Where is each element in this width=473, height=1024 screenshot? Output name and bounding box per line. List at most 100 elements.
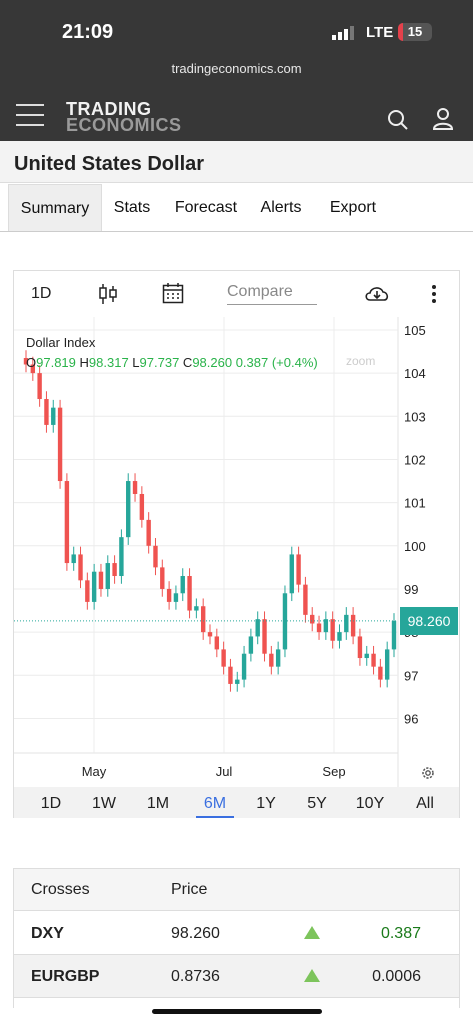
ohlc-close: 98.260 <box>192 355 233 370</box>
battery-icon: 15 <box>398 23 432 41</box>
candle <box>146 519 151 546</box>
cross-change: 0.0006 <box>372 968 421 985</box>
calendar-icon[interactable] <box>162 282 184 304</box>
ohlc-low-label: L <box>132 355 140 370</box>
candle <box>350 614 356 637</box>
candle <box>194 606 199 611</box>
candle <box>126 481 131 538</box>
candle <box>200 606 206 633</box>
chart-legend-name: Dollar Index <box>26 335 96 350</box>
candle <box>98 571 104 589</box>
ohlc-open-label: O <box>26 355 37 370</box>
tab-alerts[interactable]: Alerts <box>260 199 302 216</box>
y-tick-label: 104 <box>404 366 426 381</box>
battery-level: 15 <box>407 24 423 39</box>
table-row[interactable]: DXY 98.260 0.387 <box>14 912 459 955</box>
chart-card: 1D 10510410310210110099989796MayJulSep D… <box>13 270 460 818</box>
address-bar-url[interactable]: tradingeconomics.com <box>171 61 302 76</box>
cloud-download-icon[interactable] <box>364 283 390 305</box>
gear-icon[interactable] <box>420 765 436 781</box>
home-indicator <box>152 1009 322 1014</box>
active-range-underline <box>196 816 234 818</box>
y-tick-label: 102 <box>404 452 426 467</box>
candle <box>337 632 342 641</box>
ohlc-high: 98.317 <box>88 355 129 370</box>
tab-summary[interactable]: Summary <box>8 184 102 231</box>
compare-input[interactable] <box>227 283 317 305</box>
signal-icon <box>332 26 354 40</box>
candle <box>344 614 349 633</box>
price-chart[interactable]: 10510410310210110099989796MayJulSep <box>14 317 459 787</box>
candle <box>391 620 397 650</box>
candle <box>262 619 267 654</box>
y-tick-label: 99 <box>404 582 418 597</box>
candle <box>310 614 315 624</box>
candle <box>214 636 220 650</box>
range-all[interactable]: All <box>416 795 434 812</box>
header-price: Price <box>171 881 208 898</box>
candle <box>180 576 185 594</box>
candle <box>221 649 226 667</box>
tab-export[interactable]: Export <box>329 199 377 216</box>
ohlc-change: 0.387 (+0.4%) <box>235 355 318 370</box>
candle <box>384 649 390 680</box>
interval-button[interactable]: 1D <box>31 285 52 302</box>
candle <box>289 554 294 594</box>
chart-toolbar: 1D <box>14 271 459 317</box>
range-10y[interactable]: 10Y <box>355 795 385 812</box>
cross-symbol[interactable]: DXY <box>31 925 64 942</box>
tab-stats[interactable]: Stats <box>113 199 151 216</box>
hamburger-menu-icon[interactable] <box>16 104 44 126</box>
range-1d[interactable]: 1D <box>40 795 62 812</box>
range-1y[interactable]: 1Y <box>256 795 276 812</box>
candle <box>378 666 383 680</box>
candle <box>112 563 117 577</box>
up-arrow-icon <box>304 969 320 982</box>
candle <box>166 588 172 602</box>
range-1m[interactable]: 1M <box>146 795 170 812</box>
candle <box>275 649 281 667</box>
candle <box>207 632 213 637</box>
candle <box>330 619 335 641</box>
candle <box>37 373 42 400</box>
table-row[interactable]: EURGBP 0.8736 0.0006 <box>14 955 459 998</box>
candle <box>105 563 110 589</box>
chart-ohlc-readout: O97.819 H98.317 L97.737 C98.260 0.387 (+… <box>26 355 318 370</box>
site-logo[interactable]: TRADING ECONOMICS <box>66 100 182 135</box>
user-icon[interactable] <box>432 108 454 130</box>
candle <box>30 364 36 374</box>
top-bar: 21:09 LTE 15 tradingeconomics.com TRADIN… <box>0 0 473 141</box>
candle <box>255 619 260 637</box>
battery-fill <box>398 23 404 41</box>
candle <box>153 545 158 568</box>
candlestick-icon[interactable] <box>98 283 118 305</box>
candle <box>364 653 369 659</box>
cross-change: 0.387 <box>380 925 421 942</box>
candle <box>357 636 363 659</box>
cross-price: 0.8736 <box>171 968 220 985</box>
candle <box>241 653 247 680</box>
range-selector: 1D 1W 1M 6M 1Y 5Y 10Y All <box>14 787 459 818</box>
logo-line-2: ECONOMICS <box>66 115 182 135</box>
candle <box>91 571 97 602</box>
candle <box>248 636 254 654</box>
y-tick-label: 100 <box>404 539 426 554</box>
up-arrow-icon <box>304 926 320 939</box>
candle <box>44 399 49 425</box>
candle <box>323 619 329 633</box>
candle <box>57 407 63 482</box>
range-6m[interactable]: 6M <box>203 795 227 812</box>
candle <box>132 481 138 494</box>
search-icon[interactable] <box>387 109 409 131</box>
candle <box>228 666 233 684</box>
tab-forecast[interactable]: Forecast <box>174 199 238 216</box>
ohlc-high-label: H <box>79 355 89 370</box>
range-5y[interactable]: 5Y <box>307 795 327 812</box>
more-vertical-icon[interactable] <box>427 283 441 305</box>
candle <box>85 580 90 602</box>
range-1w[interactable]: 1W <box>92 795 116 812</box>
section-tabs: Summary Stats Forecast Alerts Export <box>0 184 473 232</box>
last-price-label: 98.260 <box>400 606 458 635</box>
cross-symbol[interactable]: EURGBP <box>31 968 100 985</box>
candle <box>303 584 308 615</box>
